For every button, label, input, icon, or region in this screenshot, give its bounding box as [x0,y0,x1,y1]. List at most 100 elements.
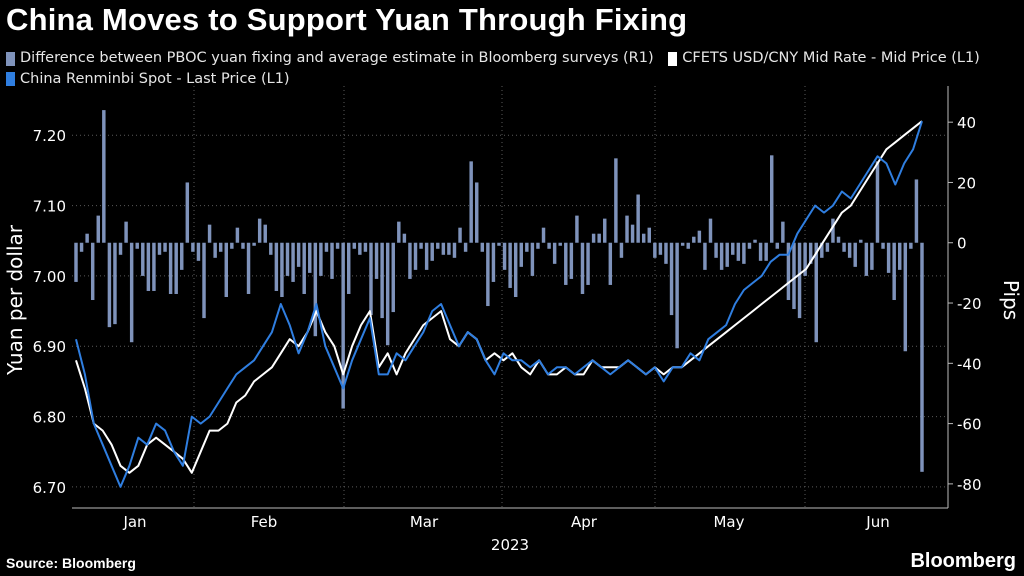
cfets-mid-rate-line [75,120,923,474]
x-tick-label: Jan [122,513,146,531]
fixing-difference-bar [903,242,908,352]
fixing-difference-bar [575,215,579,243]
fixing-difference-bar [859,239,863,243]
fixing-difference-bar [157,242,162,255]
fixing-difference-bar [397,221,401,243]
fixing-difference-bar [452,242,457,258]
fixing-difference-bar [191,242,195,252]
fixing-difference-bar [842,242,846,252]
fixing-difference-bar [463,242,468,252]
legend-item-fixing-difference: Difference between PBOC yuan fixing and … [6,50,654,67]
y-left-tick-label: 7.20 [33,127,66,145]
fixing-difference-bar [346,242,351,294]
fixing-difference-bar [708,218,713,243]
y-right-axis-title: Pips [999,280,1023,320]
fixing-difference-bar [525,242,529,252]
fixing-difference-bar [152,242,156,291]
fixing-difference-bar [480,242,485,252]
fixing-difference-bar [820,242,824,258]
fixing-difference-bar [508,242,512,288]
fixing-difference-bar [881,242,885,249]
fixing-difference-bar [680,242,685,246]
fixing-difference-bar [853,242,857,267]
fixing-difference-bar [330,242,334,279]
fixing-difference-bar [363,242,368,252]
fixing-difference-bar [413,242,418,270]
fixing-difference-bar [703,242,707,270]
fixing-difference-bar [630,224,635,243]
x-tick-label: Jun [865,513,889,531]
fixing-difference-bar [246,242,251,294]
fixing-difference-bar [74,242,78,282]
fixing-difference-bar [614,158,618,243]
y-left-tick-label: 6.80 [33,409,66,427]
fixing-difference-bar [753,239,757,243]
fixing-difference-bar [313,242,318,337]
y-right-tick-label: -80 [957,476,982,494]
fixing-difference-bar [408,242,412,279]
fixing-difference-bar [274,242,279,291]
renminbi-spot-line [75,120,923,488]
y-right-tick-label: -20 [957,295,982,313]
fixing-difference-bar [864,242,869,276]
fixing-difference-bar [564,242,568,285]
y-right-tick-label: -60 [957,416,982,434]
source-note: Source: Bloomberg [6,555,136,571]
fixing-difference-bar [719,242,724,270]
y-right-tick-label: 40 [957,114,976,132]
fixing-difference-bar [447,242,451,255]
fixing-difference-bar [608,242,613,285]
fixing-difference-bar [920,242,924,472]
fixing-difference-bar [664,242,668,264]
fixing-difference-bar [552,242,557,264]
fixing-difference-bar [380,242,384,319]
fixing-difference-bar [875,161,880,243]
fixing-difference-bar [291,242,295,282]
fixing-difference-bar [85,233,89,243]
legend-swatch-renminbi-spot [6,72,15,86]
fixing-difference-bar [257,218,262,243]
fixing-difference-bar [536,242,540,249]
y-left-tick-label: 7.00 [33,268,66,286]
fixing-difference-bar [580,242,585,294]
fixing-difference-bar [235,227,240,243]
fixing-difference-bar [758,242,763,261]
fixing-difference-bar [541,227,546,243]
fixing-difference-bar [497,242,501,246]
fixing-difference-bar [230,242,234,249]
fixing-difference-bar [424,242,429,270]
fixing-difference-bar [502,242,507,270]
legend-swatch-cfets-mid-rate [668,51,678,66]
fixing-difference-bar [324,242,329,252]
legend-item-cfets-mid-rate: CFETS USD/CNY Mid Rate - Mid Price (L1) [668,50,980,67]
fixing-difference-bar [731,242,735,255]
fixing-difference-bar [107,242,112,328]
fixing-difference-bar [180,242,184,270]
fixing-difference-bar [352,242,357,249]
fixing-difference-bar [241,242,245,249]
fixing-difference-bar [430,242,434,261]
legend: Difference between PBOC yuan fixing and … [6,50,1006,91]
fixing-difference-bar [402,233,407,243]
fixing-difference-bar [697,230,702,243]
fixing-difference-bar [769,155,774,243]
fixing-difference-bar [742,242,746,264]
fixing-difference-bar [135,242,139,249]
fixing-difference-bar [113,242,117,325]
fixing-difference-bar [619,242,624,258]
fixing-difference-bar [458,227,462,243]
fixing-difference-bar [146,242,151,291]
fixing-difference-bar [870,242,874,270]
fixing-difference-bar [736,242,741,261]
fixing-difference-bar [775,242,780,249]
fixing-difference-bar [102,110,106,243]
fixing-difference-bar [296,242,301,267]
fixing-difference-bar [586,242,590,285]
fixing-difference-bar [218,242,223,252]
fixing-difference-bar [202,242,206,319]
fixing-difference-bar [441,242,446,255]
legend-label-renminbi-spot: China Renminbi Spot - Last Price (L1) [20,70,290,87]
fixing-difference-bar [547,242,551,249]
fixing-difference-bar [636,194,640,243]
fixing-difference-bar [781,221,785,243]
